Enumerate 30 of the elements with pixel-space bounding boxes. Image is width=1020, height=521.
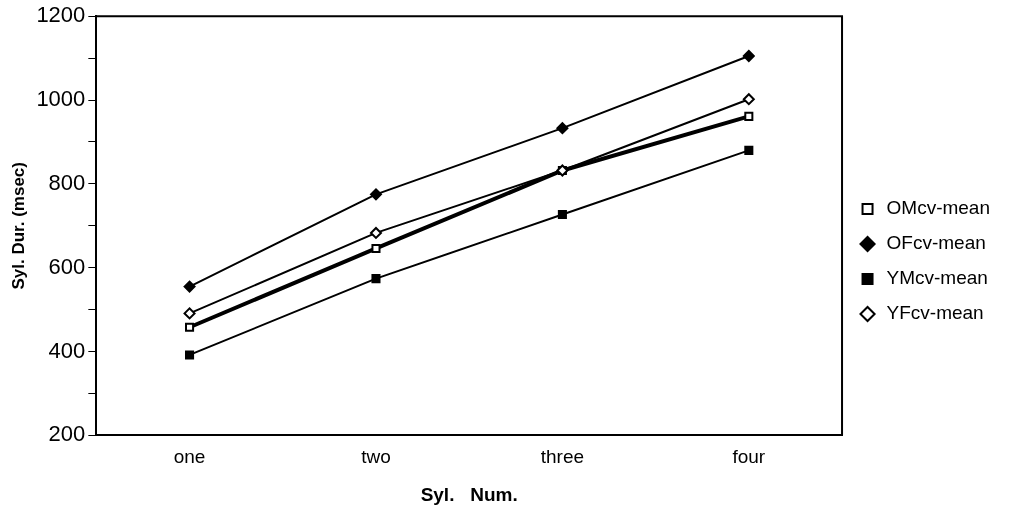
x-tick-label: four (732, 446, 766, 468)
y-tick-label: 400 (48, 337, 86, 363)
y-tick-label: 600 (48, 253, 86, 279)
y-tick-label: 1000 (36, 86, 86, 112)
legend-label: OFcv-mean (886, 232, 986, 254)
point (185, 350, 195, 360)
point (371, 274, 381, 284)
y-tick-label: 800 (48, 169, 86, 195)
legend-label: YMcv-mean (886, 267, 988, 289)
point (369, 188, 382, 201)
x-tick-label: two (361, 446, 391, 468)
x-tick-label: one (173, 446, 206, 468)
point (183, 307, 196, 320)
y-tick-label: 1200 (36, 2, 86, 28)
point (556, 122, 569, 135)
y-axis-title: Syl. Dur. (msec) (8, 162, 28, 290)
point (183, 280, 196, 293)
point (744, 111, 754, 121)
point (185, 322, 195, 332)
point (557, 209, 567, 220)
point (744, 145, 754, 155)
point (371, 243, 381, 253)
legend-label: YFcv-mean (886, 302, 984, 324)
point (742, 50, 755, 63)
x-axis-title: Syl. Num. (420, 483, 518, 505)
x-tick-label: three (540, 446, 585, 468)
legend-label: OMcv-mean (886, 197, 991, 219)
y-tick-label: 200 (48, 421, 86, 447)
point (742, 93, 755, 106)
point (369, 226, 382, 239)
